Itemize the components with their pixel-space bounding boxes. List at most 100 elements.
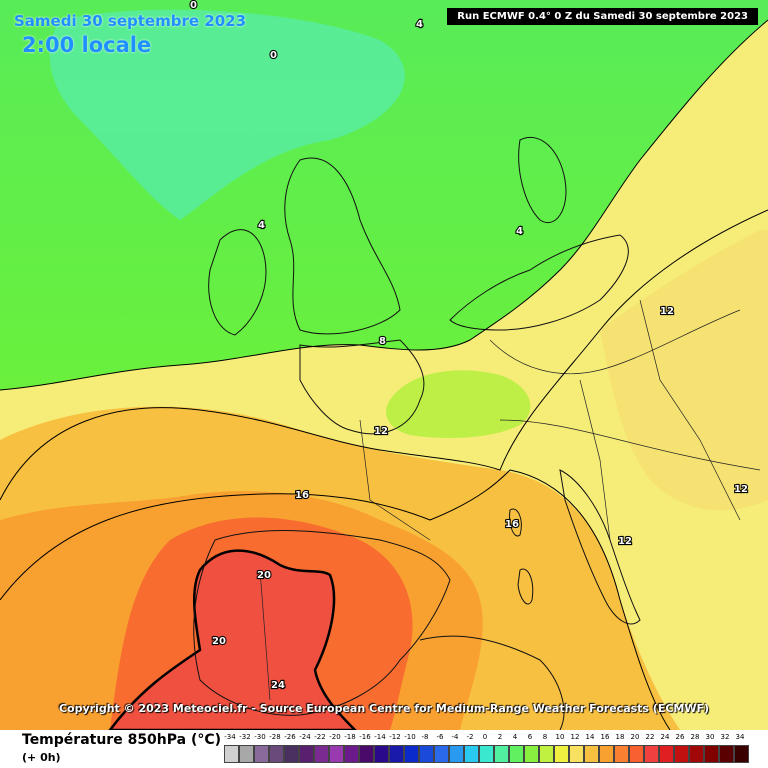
legend-swatch — [299, 745, 314, 763]
legend-tick-label: -6 — [436, 733, 444, 741]
legend-swatch — [494, 745, 509, 763]
legend-tick-label: -30 — [254, 733, 266, 741]
legend-tick-label: 16 — [600, 733, 610, 741]
legend-tick-label: 8 — [542, 733, 548, 741]
legend-tick-label: -34 — [224, 733, 236, 741]
forecast-date: Samedi 30 septembre 2023 — [14, 12, 247, 30]
legend-tick-label: 12 — [570, 733, 580, 741]
temp-field-cyan — [49, 9, 405, 220]
legend-swatch — [464, 745, 479, 763]
legend-tick-label: -24 — [299, 733, 311, 741]
legend-tick-label: 26 — [675, 733, 685, 741]
legend-tick-label: 28 — [690, 733, 700, 741]
legend-tick-label: 14 — [585, 733, 595, 741]
legend-tick-label: 2 — [497, 733, 503, 741]
temperature-map: 0 4 0 4 4 8 12 12 12 16 16 12 20 20 24 — [0, 0, 768, 730]
legend-swatch — [524, 745, 539, 763]
contour-label: 20 — [257, 570, 271, 581]
forecast-time: 2:00 locale — [22, 33, 152, 57]
legend-swatch — [434, 745, 449, 763]
legend-swatch — [269, 745, 284, 763]
contour-label: 16 — [295, 490, 309, 501]
contour-label: 4 — [516, 226, 523, 237]
legend-swatch — [689, 745, 704, 763]
contour-label: 12 — [660, 306, 674, 317]
copyright-notice: Copyright © 2023 Meteociel.fr - Source E… — [58, 702, 710, 715]
legend-tick-label: 30 — [705, 733, 715, 741]
legend-tick-label: -14 — [374, 733, 386, 741]
legend-tick-label: -8 — [421, 733, 429, 741]
legend-tick-label: 34 — [735, 733, 745, 741]
legend-tick-label: -32 — [239, 733, 251, 741]
legend-tick-label: -2 — [466, 733, 474, 741]
legend-bar: Température 850hPa (°C) (+ 0h) -34 -32 -30… — [0, 730, 768, 768]
legend-tick-label: 6 — [527, 733, 533, 741]
legend-swatch — [704, 745, 719, 763]
isotherms — [0, 19, 768, 730]
contour-label: 4 — [416, 19, 423, 30]
legend-swatch — [254, 745, 269, 763]
color-scale: -34 -32 -30 -28 -26 -24 -22 -20 -18 -16 -14 -12 -10-… — [224, 730, 752, 768]
contour-label: 12 — [618, 536, 632, 547]
coastlines — [193, 136, 641, 730]
legend-swatch — [509, 745, 524, 763]
legend-swatch — [539, 745, 554, 763]
legend-swatch — [329, 745, 344, 763]
legend-tick-label: 4 — [512, 733, 518, 741]
legend-swatch — [359, 745, 374, 763]
legend-swatch — [314, 745, 329, 763]
legend-tick-label: -28 — [269, 733, 281, 741]
run-info: Run ECMWF 0.4° 0 Z du Samedi 30 septembr… — [447, 8, 758, 25]
temp-field-pale-east — [600, 230, 768, 511]
legend-tick-label: 10 — [555, 733, 565, 741]
temp-field-red-core — [108, 549, 357, 730]
legend-swatch — [374, 745, 389, 763]
legend-tick-label: 0 — [482, 733, 488, 741]
legend-swatch — [659, 745, 674, 763]
legend-swatch — [629, 745, 644, 763]
borders — [259, 299, 761, 701]
contour-label: 20 — [212, 636, 226, 647]
legend-swatch — [224, 745, 239, 763]
contour-label: 24 — [271, 680, 285, 691]
contour-label: 12 — [374, 426, 388, 437]
contour-label: 16 — [505, 519, 519, 530]
legend-tick-label: 20 — [630, 733, 640, 741]
legend-swatch — [389, 745, 404, 763]
legend-tick-label: -4 — [451, 733, 459, 741]
legend-tick-label: 22 — [645, 733, 655, 741]
legend-swatch — [344, 745, 359, 763]
legend-tick-label: -10 — [404, 733, 416, 741]
legend-title: Température 850hPa (°C) — [22, 732, 222, 748]
legend-swatch — [719, 745, 734, 763]
legend-swatch — [284, 745, 299, 763]
legend-swatch — [569, 745, 584, 763]
legend-swatch — [419, 745, 434, 763]
temp-field-light-green — [386, 370, 531, 438]
legend-tick-label: 18 — [615, 733, 625, 741]
legend-tick-label: -22 — [314, 733, 326, 741]
legend-tick-label: -20 — [329, 733, 341, 741]
legend-subtitle: (+ 0h) — [22, 751, 61, 764]
legend-tick-label: 24 — [660, 733, 670, 741]
contour-label: 8 — [379, 336, 386, 347]
legend-tick-label: -12 — [389, 733, 401, 741]
legend-swatch — [734, 745, 749, 763]
legend-swatch — [644, 745, 659, 763]
legend-swatch — [239, 745, 254, 763]
legend-swatch — [404, 745, 419, 763]
contour-label: 4 — [258, 220, 265, 231]
contour-label: 0 — [270, 50, 277, 61]
legend-tick-label: -26 — [284, 733, 296, 741]
contour-label: 12 — [734, 484, 748, 495]
legend-swatch — [449, 745, 464, 763]
legend-tick-label: -18 — [344, 733, 356, 741]
contour-label: 0 — [190, 0, 197, 11]
legend-swatch — [479, 745, 494, 763]
legend-swatch — [674, 745, 689, 763]
legend-tick-label: 32 — [720, 733, 730, 741]
legend-swatch — [554, 745, 569, 763]
legend-tick-label: -16 — [359, 733, 371, 741]
legend-swatch — [614, 745, 629, 763]
